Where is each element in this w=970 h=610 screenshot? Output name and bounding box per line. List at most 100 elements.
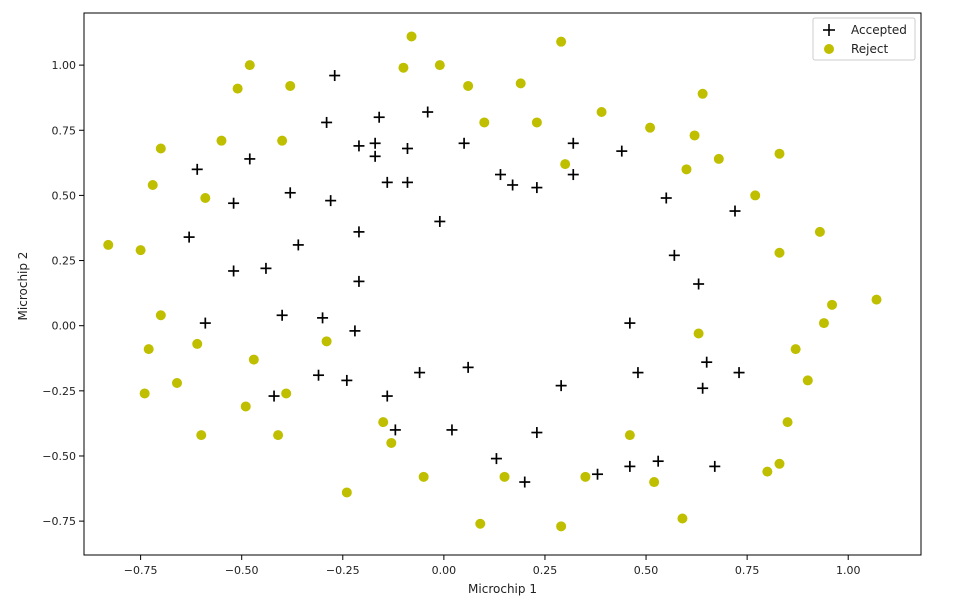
accepted-point <box>531 427 543 439</box>
reject-point <box>750 190 761 201</box>
reject-point <box>818 318 829 329</box>
accepted-point <box>389 424 401 436</box>
accepted-point <box>422 106 434 118</box>
reject-point <box>556 521 567 532</box>
accepted-point <box>446 424 458 436</box>
reject-point <box>479 117 490 128</box>
accepted-point <box>183 231 195 243</box>
legend-label-reject: Reject <box>851 42 888 56</box>
x-tick-label: 0.00 <box>432 564 457 577</box>
y-tick-label: 0.50 <box>52 189 77 202</box>
accepted-point <box>507 179 519 191</box>
accepted-point <box>668 249 680 261</box>
legend: Accepted Reject <box>812 17 916 61</box>
y-tick-label: 0.25 <box>52 255 77 268</box>
legend-box <box>812 17 916 61</box>
accepted-point <box>401 176 413 188</box>
reject-point <box>645 122 656 133</box>
accepted-point <box>191 163 203 175</box>
y-axis-label: Microchip 2 <box>16 252 30 321</box>
reject-point <box>147 179 158 190</box>
legend-label-accepted: Accepted <box>851 23 907 37</box>
reject-point <box>531 117 542 128</box>
accepted-point <box>325 195 337 207</box>
reject-point <box>143 344 154 355</box>
reject-point <box>475 518 486 529</box>
accepted-point <box>353 275 365 287</box>
accepted-point <box>268 390 280 402</box>
accepted-point <box>531 182 543 194</box>
reject-point <box>499 471 510 482</box>
reject-point <box>244 60 255 71</box>
reject-point <box>248 354 259 365</box>
accepted-point <box>616 145 628 157</box>
accepted-point <box>369 150 381 162</box>
x-tick-label: −0.75 <box>124 564 158 577</box>
accepted-point <box>313 369 325 381</box>
accepted-point <box>341 374 353 386</box>
accepted-point <box>592 468 604 480</box>
reject-point <box>277 135 288 146</box>
accepted-point <box>709 460 721 472</box>
y-tick-label: 1.00 <box>52 59 77 72</box>
reject-point <box>762 466 773 477</box>
accepted-point <box>697 382 709 394</box>
y-tick-label: 0.00 <box>52 320 77 333</box>
reject-point <box>139 388 150 399</box>
accepted-point <box>228 197 240 209</box>
accepted-point <box>624 317 636 329</box>
reject-point <box>281 388 292 399</box>
accepted-point <box>199 317 211 329</box>
reject-point <box>681 164 692 175</box>
accepted-point <box>244 153 256 165</box>
x-tick-label: 0.25 <box>533 564 558 577</box>
accepted-point <box>353 226 365 238</box>
accepted-point <box>321 116 333 128</box>
accepted-point <box>567 169 579 181</box>
x-tick-label: 0.75 <box>735 564 760 577</box>
reject-point <box>677 513 688 524</box>
accepted-point <box>693 278 705 290</box>
reject-point <box>827 299 838 310</box>
accepted-point <box>652 455 664 467</box>
accepted-point <box>733 367 745 379</box>
accepted-point <box>353 140 365 152</box>
accepted-point <box>381 176 393 188</box>
reject-point <box>463 80 474 91</box>
x-tick-label: −0.25 <box>326 564 360 577</box>
reject-point <box>782 417 793 428</box>
accepted-point <box>458 137 470 149</box>
accepted-point <box>494 169 506 181</box>
accepted-point <box>276 309 288 321</box>
accepted-point <box>381 390 393 402</box>
accepted-point <box>555 380 567 392</box>
accepted-point <box>401 143 413 154</box>
accepted-point <box>349 325 361 337</box>
reject-point <box>232 83 243 94</box>
reject-point <box>155 310 166 321</box>
reject-point <box>802 375 813 386</box>
reject-point <box>135 245 146 256</box>
reject-point <box>560 159 571 170</box>
reject-point <box>689 130 700 141</box>
reject-point <box>200 193 211 204</box>
reject-point <box>713 153 724 164</box>
accepted-point <box>490 453 502 465</box>
accepted-point <box>434 215 446 227</box>
reject-point <box>774 247 785 258</box>
reject-point <box>596 107 607 118</box>
reject-point <box>790 344 801 355</box>
accepted-point <box>260 262 272 274</box>
reject-point <box>649 477 660 488</box>
y-tick-label: −0.25 <box>42 385 76 398</box>
x-axis-ticks: −0.75 −0.50 −0.25 0.00 0.25 0.50 0.75 1.00 <box>124 555 860 577</box>
accepted-point <box>729 205 741 217</box>
x-tick-label: −0.50 <box>225 564 259 577</box>
accepted-point <box>284 187 296 199</box>
accepted-point <box>373 111 385 123</box>
reject-point <box>172 378 182 389</box>
series-reject <box>103 31 882 532</box>
legend-marker-reject <box>824 44 834 54</box>
reject-point <box>693 328 704 339</box>
